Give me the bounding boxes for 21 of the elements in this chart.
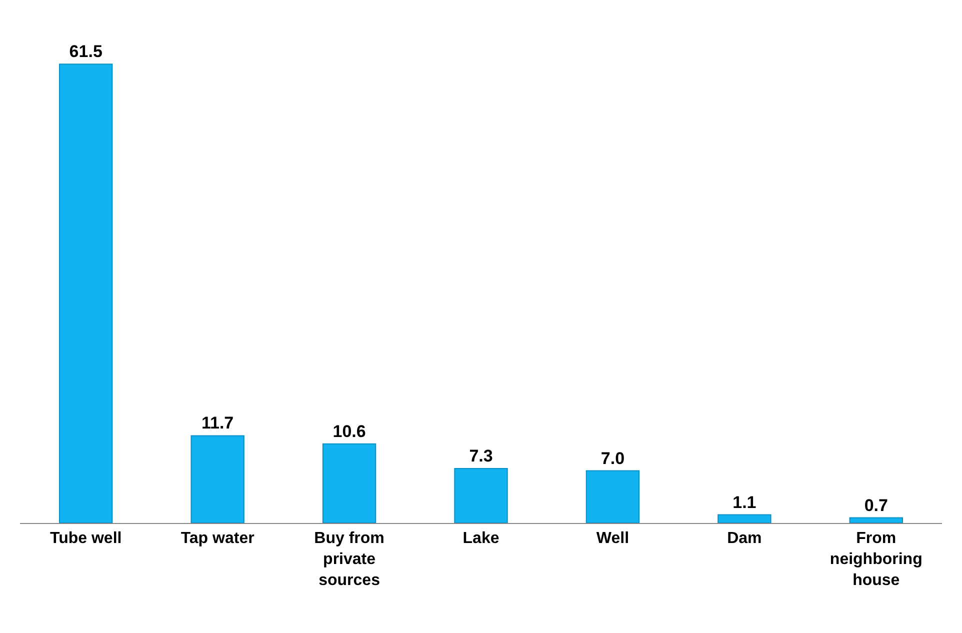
bar	[322, 443, 376, 523]
data-label: 0.7	[864, 496, 888, 515]
bar	[454, 468, 508, 523]
bar	[190, 435, 244, 523]
data-label: 7.0	[600, 448, 625, 468]
x-tick-label: Lake	[462, 530, 500, 548]
x-tick-label: From neighboring house	[830, 530, 922, 589]
x-tick-label: Tap water	[180, 530, 254, 548]
bar	[586, 470, 640, 523]
data-label: 10.6	[332, 422, 366, 441]
x-tick-label: Tube well	[50, 530, 122, 548]
x-tick-label: Well	[596, 530, 630, 548]
data-label: 7.3	[469, 446, 493, 466]
bar	[718, 514, 772, 523]
x-tick-label: Dam	[727, 530, 762, 548]
bar	[59, 64, 113, 523]
bar	[849, 517, 903, 523]
data-label: 61.5	[69, 42, 102, 62]
data-label: 1.1	[732, 492, 756, 512]
data-label: 11.7	[201, 414, 234, 433]
x-tick-label: Buy from private sources	[314, 530, 384, 589]
